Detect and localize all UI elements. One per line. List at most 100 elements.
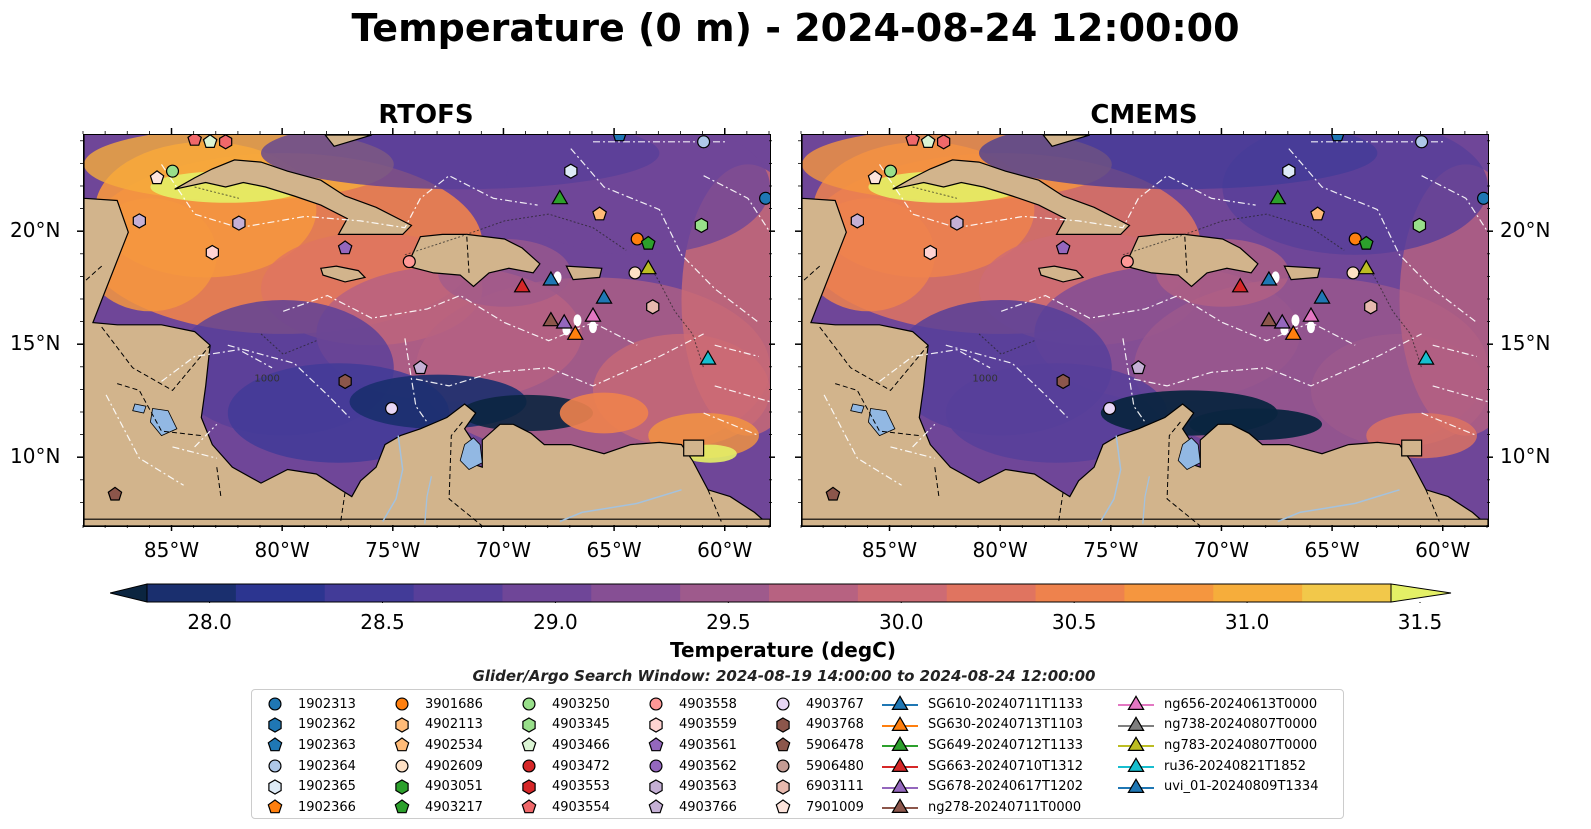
legend-item: 4903217 — [387, 797, 483, 818]
legend-label: ng656-20240613T0000 — [1164, 696, 1318, 712]
legend-item: 1902366 — [260, 797, 356, 818]
panel-title-cmems: CMEMS — [1090, 100, 1198, 130]
legend-item: 4903472 — [514, 756, 610, 777]
colorbar-tick-label: 29.0 — [533, 610, 578, 634]
circle-marker-icon — [268, 759, 282, 773]
map-marker-pentagon — [337, 240, 353, 255]
legend-label: uvi_01-20240809T1334 — [1164, 779, 1319, 795]
map-marker-triangle — [1313, 288, 1331, 304]
map-marker-hexagon — [1282, 163, 1296, 179]
map-marker-triangle — [1273, 313, 1291, 329]
legend-column: 4903558 4903559 4903561 4903562 4903563 49037… — [641, 694, 737, 818]
lon-tick-label: 60°W — [697, 538, 753, 562]
circle-marker-icon — [522, 697, 536, 711]
lon-tick-label: 80°W — [254, 538, 310, 562]
legend-item: 4903345 — [514, 715, 610, 736]
legend-label: 1902363 — [298, 737, 356, 753]
lon-tick-label: 65°W — [1304, 538, 1360, 562]
map-marker-hexagon — [1364, 299, 1378, 315]
hexagon-marker — [395, 778, 409, 795]
hexagon-marker-icon — [776, 778, 790, 795]
hexagon-marker — [776, 717, 790, 733]
lon-tick-label: 85°W — [143, 538, 200, 562]
legend-item: 1902362 — [260, 715, 356, 736]
map-marker-hexagon — [694, 217, 709, 234]
colorbar-tick-label: 30.0 — [878, 610, 924, 634]
legend-item: ng656-20240613T0000 — [1116, 694, 1318, 715]
pentagon-marker — [267, 799, 283, 814]
legend-label: 4902113 — [425, 717, 483, 733]
legend-item: 4903466 — [514, 735, 610, 756]
legend-label: 4902534 — [425, 737, 483, 753]
circle-marker-icon — [649, 759, 663, 773]
legend-column: SG610-20240711T1133 SG630-20240713T1103 SG… — [880, 694, 1083, 818]
pentagon-marker-icon — [775, 799, 791, 814]
map-marker-circle — [1348, 232, 1362, 246]
hexagon-marker-icon — [268, 778, 282, 795]
legend-label: 4903553 — [552, 779, 610, 795]
legend-item: 3901686 — [387, 694, 483, 715]
legend-item: 4902609 — [387, 756, 483, 777]
pentagon-marker-icon — [394, 737, 410, 752]
map-marker-triangle — [699, 349, 717, 365]
hexagon-marker-icon — [395, 717, 409, 733]
legend-label: 5906478 — [806, 737, 864, 753]
legend-label: 4903561 — [679, 737, 737, 753]
map-marker-hexagon — [1056, 373, 1070, 390]
pentagon-marker-icon — [521, 737, 537, 752]
triangle-marker-icon — [1118, 777, 1154, 793]
map-marker-pentagon — [1310, 206, 1326, 221]
lon-tick-label: 85°W — [861, 538, 918, 562]
legend-label: ng738-20240807T0000 — [1164, 717, 1318, 733]
lon-tick-label: 60°W — [1415, 538, 1471, 562]
circle-marker-icon — [649, 697, 663, 711]
map-marker-pentagon — [149, 170, 165, 185]
circle-marker-icon — [776, 697, 790, 711]
isobath-label: 1000 — [254, 373, 279, 384]
legend-label: SG678-20240617T1202 — [928, 779, 1084, 795]
map-marker-triangle — [542, 311, 560, 327]
colorbar — [110, 583, 1452, 603]
legend-label: 4903559 — [679, 717, 737, 733]
map-marker-pentagon — [187, 135, 203, 146]
map-marker-circle — [385, 401, 399, 416]
hexagon-marker — [268, 778, 282, 795]
lon-tick-label: 70°W — [1193, 538, 1250, 562]
triangle-marker — [891, 798, 909, 814]
map-marker-triangle — [555, 313, 573, 329]
hexagon-marker-icon — [522, 778, 536, 795]
circle-marker — [395, 697, 409, 711]
triangle-marker-icon — [882, 757, 918, 773]
legend: 1902313 1902362 1902363 1902364 1902365 19023… — [251, 689, 1344, 819]
lat-tick-label-right: 20°N — [1500, 218, 1551, 243]
legend-label: 3901686 — [425, 696, 483, 712]
map-marker-circle — [883, 164, 898, 178]
hexagon-marker — [522, 778, 536, 795]
legend-column: 3901686 4902113 4902534 4902609 4903051 49032… — [387, 694, 483, 818]
lon-tick-label: 75°W — [1083, 538, 1139, 562]
map-marker-hexagon — [923, 244, 937, 261]
hexagon-marker — [649, 778, 663, 795]
circle-marker — [649, 697, 663, 711]
hexagon-marker — [268, 717, 282, 733]
map-marker-pentagon — [1330, 135, 1345, 142]
circle-marker — [522, 759, 536, 773]
triangle-marker-icon — [882, 695, 918, 711]
triangle-marker — [1127, 777, 1145, 793]
map-marker-triangle — [513, 277, 531, 293]
map-marker-triangle — [1260, 311, 1278, 327]
map-marker-hexagon — [338, 373, 352, 390]
map-marker-circle — [1415, 135, 1429, 149]
legend-label: 4903051 — [425, 779, 483, 795]
map-marker-circle — [165, 164, 180, 178]
colorbar-tick-label: 31.0 — [1224, 610, 1270, 634]
hexagon-marker-icon — [649, 717, 663, 733]
map-marker-triangle — [1417, 349, 1435, 365]
legend-item: 4903553 — [514, 776, 610, 797]
triangle-marker-icon — [882, 798, 918, 814]
legend-label: 1902362 — [298, 717, 356, 733]
pentagon-marker — [648, 737, 664, 752]
pentagon-marker — [521, 737, 537, 752]
legend-item: 4903558 — [641, 694, 737, 715]
circle-marker — [776, 759, 790, 773]
